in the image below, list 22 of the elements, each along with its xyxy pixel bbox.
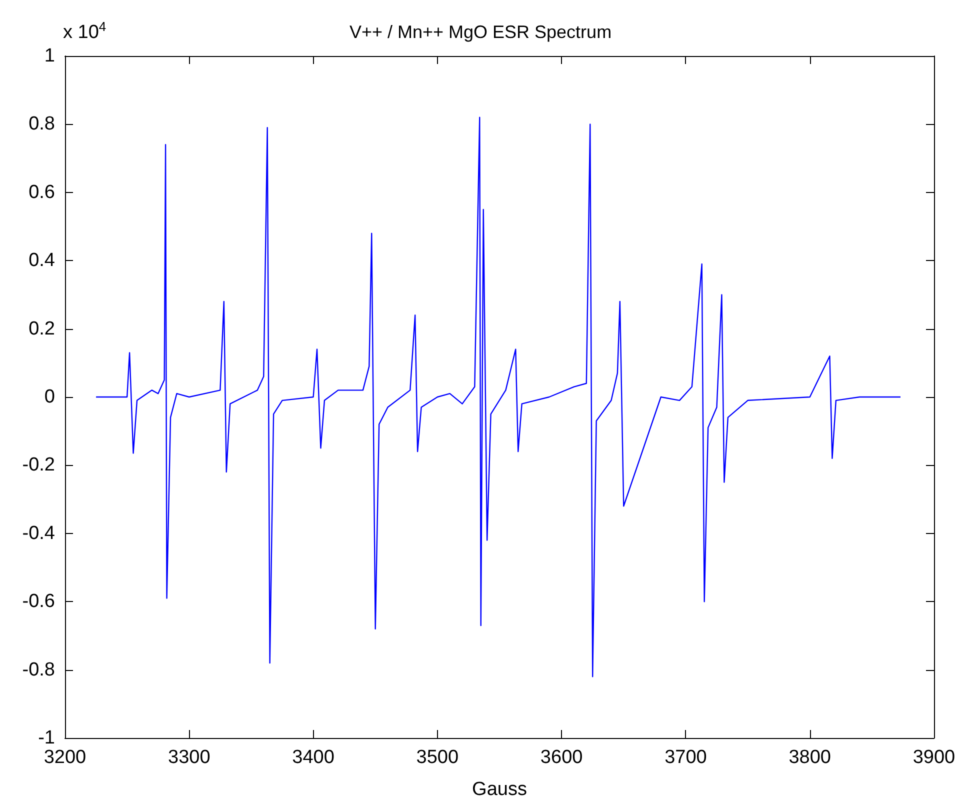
line-series [95,116,902,678]
y-tick-label: 0.4 [28,250,56,272]
y-tick-label: -0.2 [22,454,55,476]
x-tick-label: 3700 [664,747,707,768]
y-tick-label: 0.8 [28,114,55,135]
y-tick-label: 1 [44,46,55,66]
x-tick-label: 3500 [416,747,459,768]
y-tick-label: -0.8 [22,659,55,680]
y-tick-label: -0.4 [22,522,56,544]
y-tick-label: -1 [38,728,55,748]
x-tick-label: 3800 [788,747,831,768]
x-tick-label: 3200 [44,747,86,768]
x-axis-title: Gauss [472,779,527,800]
y-tick-label: 0.6 [28,182,55,203]
x-tick-label: 3600 [540,747,583,768]
y-tick-label: 0.2 [28,318,55,340]
x-tick-label: 3400 [292,747,334,768]
chart-title: V++ / Mn++ MgO ESR Spectrum [349,22,612,42]
x-tick-label: 3900 [912,747,956,768]
y-tick-label: 0 [44,386,55,408]
x-tick-label: 3300 [168,747,210,768]
y-tick-label: -0.6 [22,591,55,612]
